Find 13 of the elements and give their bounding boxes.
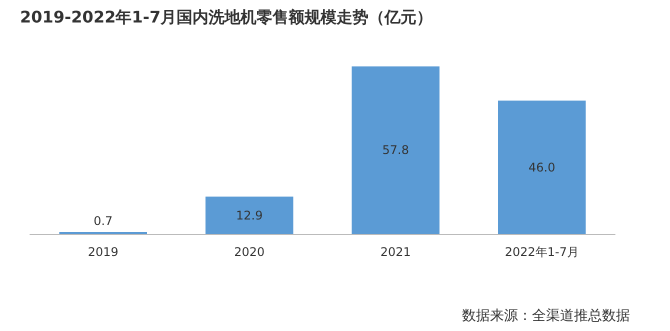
bar [498,100,586,234]
x-tick-label: 2022年1-7月 [504,245,579,259]
x-tick-label: 2021 [380,245,411,259]
data-label: 0.7 [94,214,113,228]
data-label: 46.0 [528,160,556,174]
data-label: 12.9 [236,208,263,222]
bar [352,66,440,234]
data-label: 57.8 [382,143,409,158]
x-tick-label: 2019 [88,245,118,259]
chart-title: 2019-2022年1-7月国内洗地机零售额规模走势（亿元） [20,8,433,26]
bar [206,196,294,234]
source-note: 数据来源：全渠道推总数据 [462,308,630,324]
x-tick-label: 2020 [234,245,265,259]
